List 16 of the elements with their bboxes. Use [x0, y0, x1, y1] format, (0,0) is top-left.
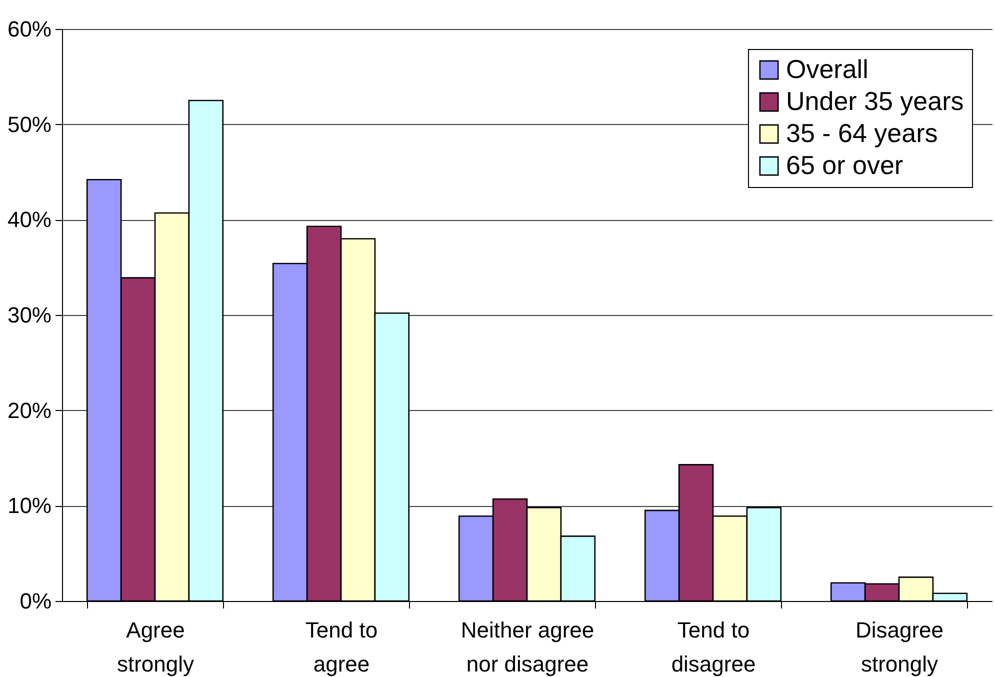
legend-label: 65 or over	[786, 150, 904, 180]
x-tick-label: Neither agree nor disagree	[460, 618, 594, 676]
y-tick-label: 20%	[7, 398, 52, 423]
y-tick-label: 10%	[7, 493, 52, 518]
y-tick-label: 40%	[7, 207, 52, 232]
x-tick-label: Disagree strongly	[855, 618, 944, 676]
legend-label: Overall	[786, 54, 868, 84]
x-tick-label: Tend to disagree	[671, 618, 756, 676]
y-tick-label: 30%	[7, 302, 52, 328]
y-tick-label: 60%	[7, 16, 52, 42]
x-tick-label: Tend to agree	[305, 618, 378, 676]
x-tick-label: Agree strongly	[116, 618, 194, 676]
y-tick-label: 50%	[7, 112, 52, 137]
legend-label: Under 35 years	[786, 86, 964, 116]
legend-label: 35 - 64 years	[786, 118, 938, 148]
y-tick-label: 0%	[20, 588, 52, 614]
